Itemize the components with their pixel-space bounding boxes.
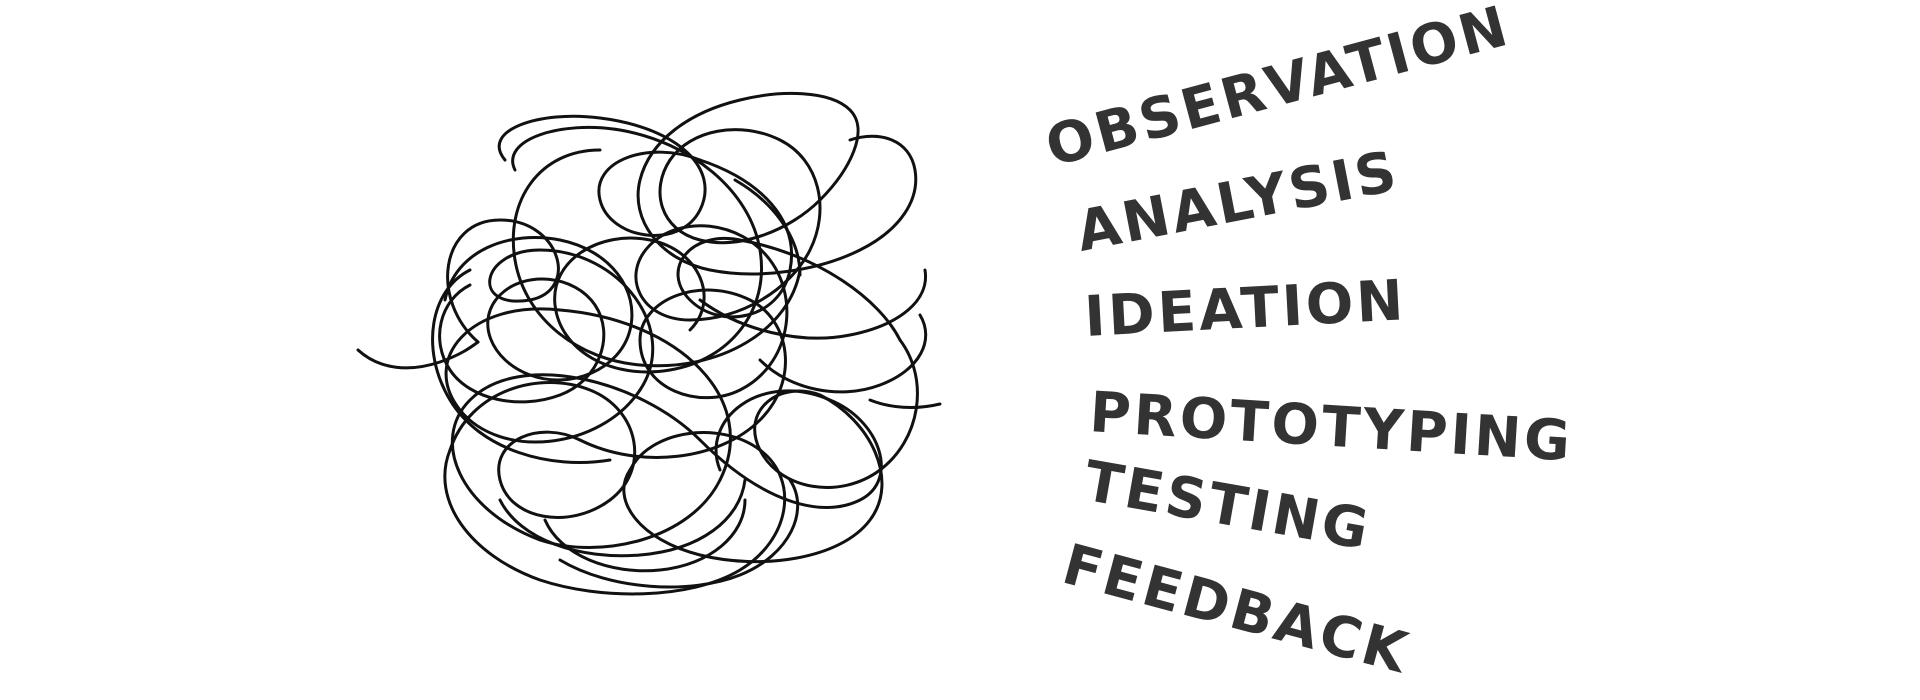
scribble-loop xyxy=(443,236,634,382)
stage-label-ideation: IDEATION xyxy=(1082,268,1408,350)
scribble-loop xyxy=(698,389,883,509)
scribble-loop xyxy=(446,218,654,392)
scribble-loop xyxy=(558,478,800,589)
scribble-loop xyxy=(698,268,928,340)
scribble-loop xyxy=(511,148,802,368)
scribble-loop xyxy=(448,381,637,519)
scribble-loop xyxy=(431,268,612,464)
scribble-loop xyxy=(443,431,787,596)
scribble-loop xyxy=(498,478,747,558)
scribble-loop xyxy=(658,108,860,245)
scribble-loop xyxy=(622,393,884,564)
scribble-loop xyxy=(543,498,747,573)
scribble-loop xyxy=(634,224,789,400)
scribble-loop xyxy=(676,158,902,342)
scribble-loop xyxy=(497,114,707,237)
scribble-loop xyxy=(578,288,787,459)
scribble-loop xyxy=(753,338,919,489)
scribble-loop xyxy=(708,134,918,276)
scribble-loop xyxy=(451,373,722,549)
scribble-loop xyxy=(733,178,802,277)
scribble-loop xyxy=(486,277,606,397)
scribble-loop xyxy=(636,92,852,272)
scribble-loop xyxy=(553,236,706,374)
scribble-loop xyxy=(511,125,763,372)
scribble-loop xyxy=(438,283,562,404)
scribble-loop xyxy=(668,128,822,322)
scribble-tail xyxy=(868,398,942,409)
scribble-loop xyxy=(444,307,732,482)
scribble-loop xyxy=(758,313,928,394)
scribble-lead-in xyxy=(356,340,480,370)
